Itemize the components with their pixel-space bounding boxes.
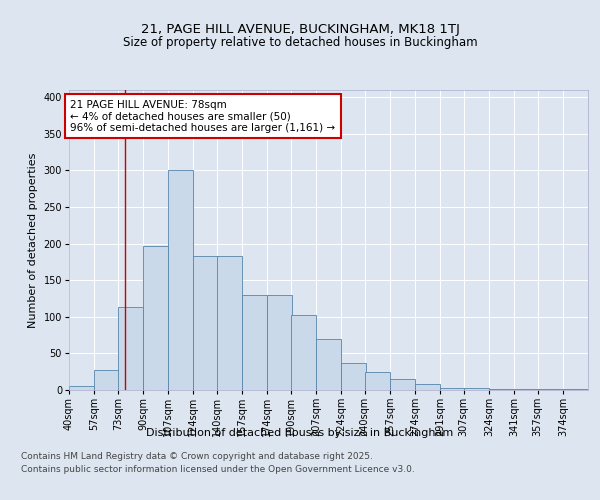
Bar (563, 388, 588, 390)
Bar (440, 388, 465, 390)
Bar (217, 256, 242, 390)
Bar (94, 370, 119, 390)
Text: 21 PAGE HILL AVENUE: 78sqm
← 4% of detached houses are smaller (50)
96% of semi-: 21 PAGE HILL AVENUE: 78sqm ← 4% of detac… (70, 100, 335, 132)
Bar (69, 386, 94, 390)
Bar (341, 363, 366, 390)
Bar (193, 256, 218, 390)
Bar (143, 246, 168, 390)
Bar (316, 339, 341, 390)
Bar (267, 295, 292, 390)
Text: Contains HM Land Registry data © Crown copyright and database right 2025.: Contains HM Land Registry data © Crown c… (21, 452, 373, 461)
Bar (390, 379, 415, 390)
Bar (242, 295, 267, 390)
Text: 21, PAGE HILL AVENUE, BUCKINGHAM, MK18 1TJ: 21, PAGE HILL AVENUE, BUCKINGHAM, MK18 1… (140, 22, 460, 36)
Text: Distribution of detached houses by size in Buckingham: Distribution of detached houses by size … (146, 428, 454, 438)
Bar (415, 384, 440, 390)
Bar (464, 388, 489, 390)
Y-axis label: Number of detached properties: Number of detached properties (28, 152, 38, 328)
Bar (168, 170, 193, 390)
Bar (365, 372, 390, 390)
Text: Size of property relative to detached houses in Buckingham: Size of property relative to detached ho… (122, 36, 478, 49)
Bar (118, 308, 143, 390)
Text: Contains public sector information licensed under the Open Government Licence v3: Contains public sector information licen… (21, 464, 415, 473)
Bar (291, 316, 316, 390)
Bar (538, 388, 563, 390)
